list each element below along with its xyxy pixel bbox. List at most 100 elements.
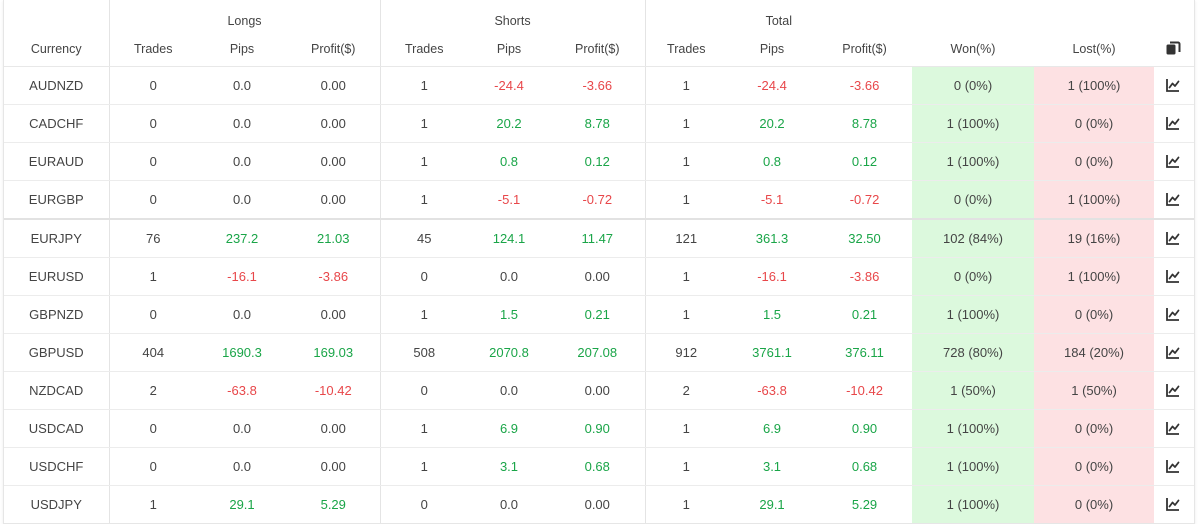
short-pips-cell: -5.1 <box>468 180 550 220</box>
total-trades-cell: 1 <box>645 295 728 334</box>
chart-icon[interactable] <box>1165 115 1183 133</box>
long-pips-cell: 0.0 <box>197 180 287 220</box>
short-profit-cell: 0.00 <box>550 485 646 523</box>
chart-icon[interactable] <box>1165 153 1183 171</box>
short-profit-cell: 207.08 <box>550 333 646 372</box>
table-row: CADCHF 0 0.0 0.00 1 20.2 8.78 1 20.2 8.7… <box>4 104 1195 143</box>
short-profit-cell: 0.00 <box>550 371 646 410</box>
short-profit-cell: 0.68 <box>550 447 646 486</box>
total-profit-cell: 376.11 <box>817 333 913 372</box>
total-trades-cell: 1 <box>645 180 728 220</box>
lost-cell: 1 (50%) <box>1034 371 1155 410</box>
total-pips-cell: 0.8 <box>727 142 818 181</box>
chart-icon[interactable] <box>1165 344 1183 362</box>
group-header-empty <box>4 0 110 32</box>
long-trades-cell: 0 <box>109 104 197 143</box>
total-profit-cell: -10.42 <box>817 371 913 410</box>
long-trades-cell: 76 <box>109 219 197 258</box>
short-profit-cell: 0.12 <box>550 142 646 181</box>
total-profit-cell: 32.50 <box>817 219 913 258</box>
col-total-profit[interactable]: Profit($) <box>817 32 913 67</box>
long-profit-cell: 0.00 <box>287 409 381 448</box>
total-trades-cell: 1 <box>645 104 728 143</box>
group-header-total: Total <box>765 14 792 28</box>
col-long-profit[interactable]: Profit($) <box>287 32 381 67</box>
col-short-trades[interactable]: Trades <box>380 32 468 67</box>
long-profit-cell: 0.00 <box>287 180 381 220</box>
long-profit-cell: 169.03 <box>287 333 381 372</box>
currency-cell: EURGBP <box>4 180 110 220</box>
long-profit-cell: -3.86 <box>287 257 381 296</box>
short-trades-cell: 508 <box>380 333 468 372</box>
won-cell: 102 (84%) <box>912 219 1035 258</box>
long-pips-cell: 0.0 <box>197 66 287 105</box>
currency-stats-panel: Longs Shorts Total Currency Trades Pips … <box>3 0 1195 524</box>
chart-icon[interactable] <box>1165 77 1183 95</box>
table-row: NZDCAD 2 -63.8 -10.42 0 0.0 0.00 2 -63.8… <box>4 371 1195 410</box>
total-profit-cell: -3.86 <box>817 257 913 296</box>
long-trades-cell: 1 <box>149 497 157 512</box>
total-pips-cell: 6.9 <box>727 409 818 448</box>
col-lost[interactable]: Lost(%) <box>1034 32 1155 67</box>
col-long-trades[interactable]: Trades <box>109 32 197 67</box>
copy-icon[interactable] <box>1165 40 1183 58</box>
currency-cell: GBPUSD <box>4 333 110 372</box>
long-pips-cell: 0.0 <box>197 409 287 448</box>
chart-icon[interactable] <box>1165 496 1183 514</box>
currency-stats-table: Longs Shorts Total Currency Trades Pips … <box>4 0 1195 523</box>
short-trades-cell: 0 <box>380 257 468 296</box>
total-pips-cell: 3.1 <box>727 447 818 486</box>
short-profit-cell: 0.90 <box>550 409 646 448</box>
col-currency[interactable]: Currency <box>4 32 110 67</box>
currency-cell: USDCAD <box>4 409 110 448</box>
short-profit-cell: 8.78 <box>550 104 646 143</box>
short-trades-cell: 1 <box>380 409 468 448</box>
col-total-trades[interactable]: Trades <box>645 32 728 67</box>
chart-icon[interactable] <box>1165 306 1183 324</box>
total-pips-cell: -63.8 <box>727 371 818 410</box>
long-pips-cell: 0.0 <box>197 142 287 181</box>
chart-cell <box>1154 66 1195 105</box>
won-cell: 1 (100%) <box>912 142 1035 181</box>
chart-icon[interactable] <box>1165 420 1183 438</box>
long-trades-cell: 2 <box>109 371 197 410</box>
long-pips-cell: -63.8 <box>197 371 287 410</box>
chart-icon[interactable] <box>1165 458 1183 476</box>
total-profit-cell: 0.21 <box>817 295 913 334</box>
currency-cell: EURAUD <box>4 142 110 181</box>
long-trades-cell: 0 <box>109 295 197 334</box>
total-profit-cell: -0.72 <box>817 180 913 220</box>
col-total-pips[interactable]: Pips <box>727 32 818 67</box>
col-long-pips[interactable]: Pips <box>197 32 287 67</box>
long-trades-cell: 404 <box>109 333 197 372</box>
long-pips-cell: 0.0 <box>197 104 287 143</box>
chart-cell <box>1154 104 1195 143</box>
lost-cell: 0 (0%) <box>1034 104 1155 143</box>
total-profit-cell: 0.12 <box>817 142 913 181</box>
short-trades-cell: 1 <box>380 104 468 143</box>
table-row: GBPUSD 404 1690.3 169.03 508 2070.8 207.… <box>4 333 1195 372</box>
col-short-pips[interactable]: Pips <box>468 32 550 67</box>
chart-icon[interactable] <box>1165 268 1183 286</box>
chart-icon[interactable] <box>1165 382 1183 400</box>
won-cell: 1 (100%) <box>912 295 1035 334</box>
short-trades-cell: 0 <box>420 497 428 512</box>
chart-icon[interactable] <box>1165 230 1183 248</box>
total-pips-cell: 1.5 <box>727 295 818 334</box>
short-profit-cell: -3.66 <box>550 66 646 105</box>
group-header-shorts: Shorts <box>380 0 646 32</box>
lost-cell: 184 (20%) <box>1034 333 1155 372</box>
short-pips-cell: 6.9 <box>468 409 550 448</box>
won-cell: 1 (100%) <box>912 104 1035 143</box>
lost-cell: 0 (0%) <box>1034 485 1155 523</box>
short-trades-cell: 1 <box>380 142 468 181</box>
chart-icon[interactable] <box>1165 191 1183 209</box>
group-header-longs: Longs <box>109 0 381 32</box>
long-profit-cell: 0.00 <box>287 295 381 334</box>
short-pips-cell: -24.4 <box>468 66 550 105</box>
short-pips-cell: 124.1 <box>468 219 550 258</box>
col-won[interactable]: Won(%) <box>912 32 1035 67</box>
col-short-profit[interactable]: Profit($) <box>550 32 646 67</box>
lost-cell: 0 (0%) <box>1034 447 1155 486</box>
won-cell: 728 (80%) <box>912 333 1035 372</box>
